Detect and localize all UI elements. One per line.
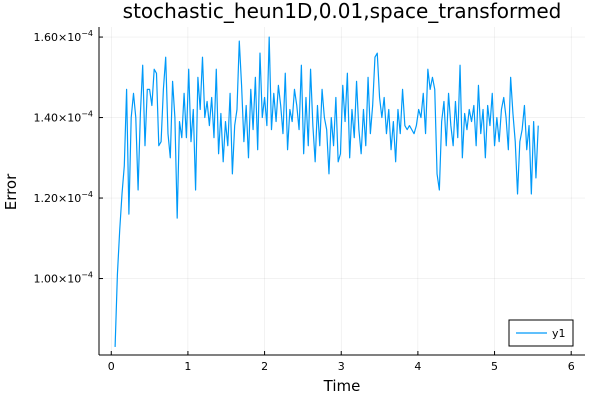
- legend: y1: [508, 319, 574, 347]
- tick-labels: 0 1 2 3 4 5 6 1.00×10−4 1.20×10−4 1.40×10−4 1.60×1…: [33, 29, 574, 373]
- x-tick-label: 5: [491, 360, 498, 373]
- series-layer: [114, 36, 539, 347]
- axes: [98, 27, 585, 356]
- chart-title: stochastic_heun1D,0.01,space_transformed: [123, 0, 562, 23]
- x-tick-label: 4: [414, 360, 421, 373]
- y-axis-title: Error: [2, 173, 20, 210]
- legend-label: y1: [552, 327, 566, 340]
- x-axis-title: Time: [323, 377, 361, 395]
- x-tick-label: 2: [261, 360, 268, 373]
- x-tick-label: 0: [108, 360, 115, 373]
- y-tick-label: 1.20×10−4: [33, 190, 93, 205]
- y-tick-label: 1.40×10−4: [33, 110, 93, 125]
- x-tick-label: 6: [568, 360, 575, 373]
- x-tick-label: 1: [184, 360, 191, 373]
- x-tick-label: 3: [338, 360, 345, 373]
- y-tick-label: 1.60×10−4: [33, 29, 93, 44]
- series-line-y1: [114, 36, 539, 347]
- y-tick-label: 1.00×10−4: [33, 271, 93, 286]
